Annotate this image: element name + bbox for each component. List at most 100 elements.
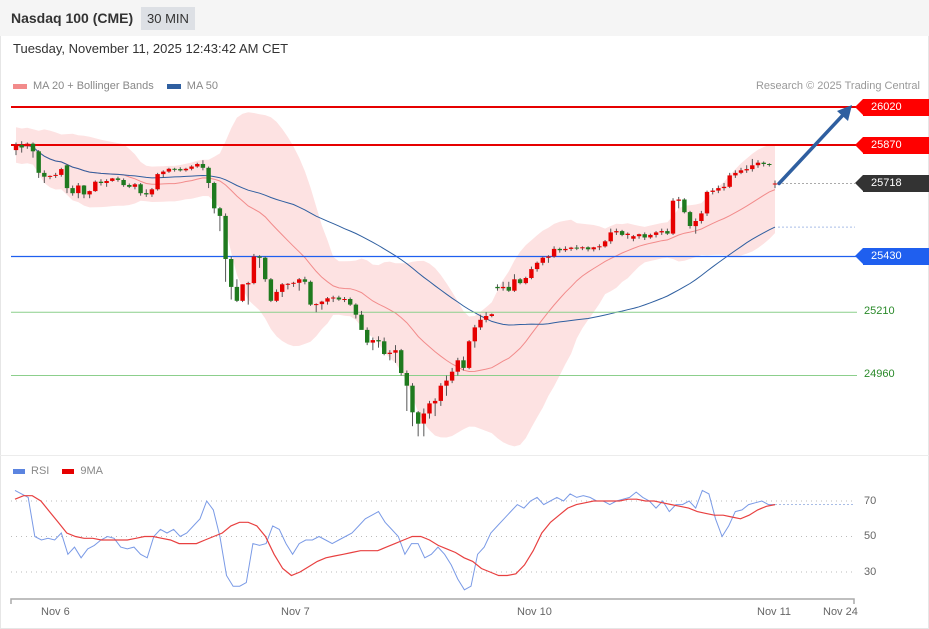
legend-item-ma20: MA 20 + Bollinger Bands: [13, 80, 154, 92]
candle-body: [376, 340, 381, 342]
candle-body: [517, 279, 523, 284]
rsi-tick-50: 50: [864, 530, 877, 542]
candle-body: [563, 248, 568, 251]
candle-body: [206, 167, 211, 183]
legend-label: MA 50: [186, 80, 218, 92]
bollinger-bands: [16, 112, 775, 447]
candle-body: [387, 352, 392, 354]
candle-body: [13, 145, 19, 151]
level-tag-26020: 26020: [855, 99, 929, 116]
candle-body: [500, 286, 506, 289]
ma9-swatch-icon: [62, 468, 75, 474]
candle-body: [308, 281, 313, 305]
candle-body: [81, 185, 87, 195]
candle-body: [738, 170, 744, 173]
candle-body: [297, 279, 302, 283]
candle-body: [721, 186, 727, 189]
rsi-swatch-icon: [13, 468, 25, 474]
projection-arrow: [777, 113, 845, 186]
candle-body: [70, 188, 75, 194]
candle-body: [416, 412, 421, 424]
candle-body: [631, 236, 636, 239]
candle-body: [438, 385, 443, 401]
candle-body: [455, 360, 460, 372]
credit-label: Research © 2025 Trading Central: [755, 80, 920, 92]
candle-body: [161, 171, 166, 175]
candle-body: [127, 185, 132, 187]
candle-body: [121, 180, 126, 186]
candle-body: [365, 329, 370, 343]
candle-body: [348, 299, 353, 305]
candle-body: [234, 286, 240, 301]
candle-body: [172, 168, 177, 170]
candle-body: [750, 165, 755, 170]
candle-body: [149, 189, 155, 195]
rsi-9ma-line: [14, 495, 776, 577]
candle-body: [653, 232, 659, 235]
candle-body: [449, 371, 455, 381]
level-tag-25870: 25870: [855, 137, 929, 154]
candle-body: [636, 234, 642, 237]
candle-body: [42, 172, 47, 177]
candle-body: [183, 168, 189, 171]
x-label-nov24: Nov 24: [823, 606, 858, 618]
candle-body: [512, 279, 517, 291]
candle-body: [574, 247, 579, 249]
support-label-25210: 25210: [864, 305, 895, 317]
candle-body: [489, 314, 494, 316]
candle-body: [110, 178, 115, 181]
price-legend: MA 20 + Bollinger Bands MA 50: [13, 80, 231, 92]
candle-body: [466, 341, 472, 368]
candle-body: [229, 259, 234, 287]
candle-body: [495, 286, 500, 289]
candle-body: [670, 200, 676, 234]
candle-body: [767, 164, 772, 165]
last-price-tag: 25718: [855, 175, 929, 192]
candle-body: [444, 380, 449, 386]
candle-body: [25, 143, 30, 147]
candle-body: [687, 212, 693, 226]
candle-body: [59, 169, 64, 175]
candle-body: [602, 241, 608, 247]
rsi-tick-70: 70: [864, 495, 877, 507]
candle-body: [370, 340, 375, 343]
candle-body: [472, 327, 477, 342]
candle-body: [280, 284, 285, 292]
candle-body: [314, 304, 319, 306]
candle-body: [625, 233, 630, 235]
level-tag-25430: 25430: [855, 248, 929, 265]
candle-body: [93, 181, 98, 192]
candle-body: [710, 190, 715, 192]
candle-body: [461, 360, 466, 368]
candle-body: [399, 350, 404, 373]
candle-body: [716, 188, 721, 191]
candle-body: [104, 181, 109, 183]
legend-item-rsi: RSI: [13, 465, 49, 477]
candle-body: [76, 185, 81, 194]
candle-body: [217, 208, 223, 216]
candle-body: [274, 291, 279, 301]
candle-body: [744, 169, 749, 171]
x-label-nov7: Nov 7: [281, 606, 310, 618]
candle-body: [246, 283, 251, 285]
panel-separator: [0, 455, 929, 456]
candle-body: [506, 286, 511, 291]
candle-body: [432, 400, 438, 404]
candle-body: [608, 232, 613, 242]
candle-body: [132, 184, 138, 187]
ma50-line: [15, 144, 776, 326]
candle-body: [342, 299, 347, 300]
timeframe-badge[interactable]: 30 MIN: [141, 7, 195, 30]
candle-body: [268, 279, 274, 301]
candle-body: [421, 413, 426, 424]
candle-body: [359, 314, 364, 330]
candle-body: [557, 248, 562, 251]
candle-body: [212, 183, 217, 209]
candle-body: [53, 174, 58, 176]
candle-body: [551, 248, 557, 257]
candle-body: [546, 256, 551, 258]
ma20-swatch-icon: [13, 83, 27, 89]
candle-body: [115, 178, 121, 180]
candle-body: [755, 162, 761, 166]
legend-item-ma50: MA 50: [166, 80, 218, 92]
